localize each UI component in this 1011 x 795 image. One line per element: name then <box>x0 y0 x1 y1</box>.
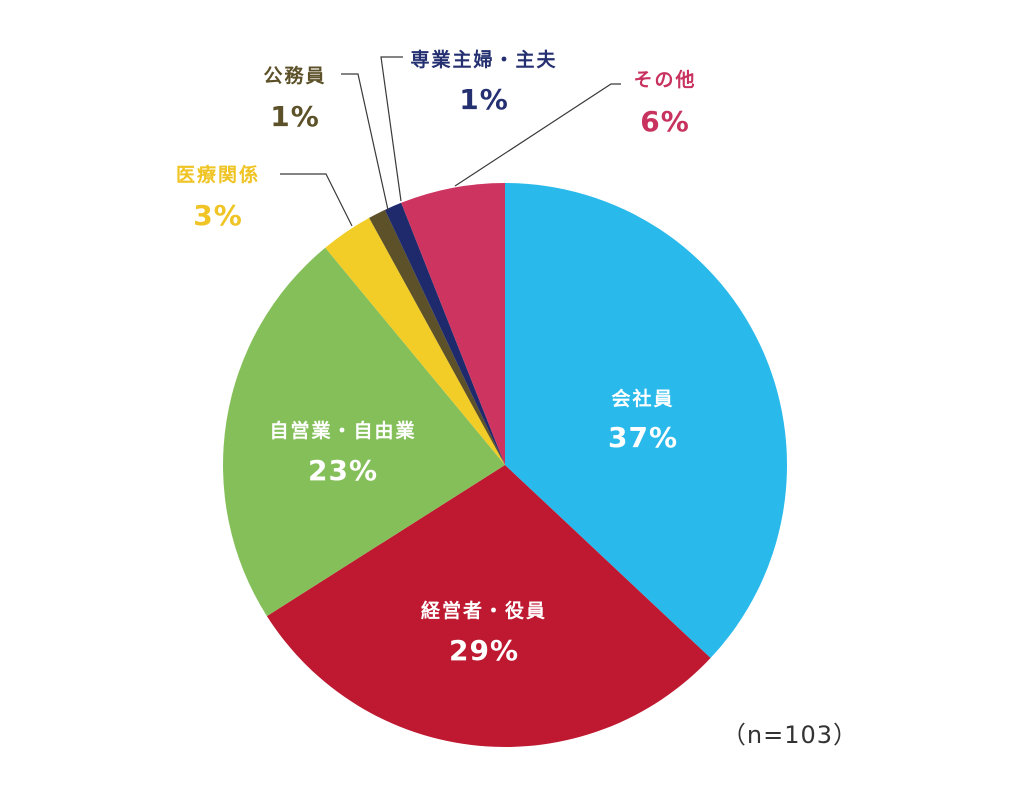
slice-value-homemaker: 1% <box>459 83 509 116</box>
slice-label-self-employed: 自営業・自由業 <box>269 419 416 442</box>
pie-slice-medical <box>325 217 505 465</box>
pie-slice-other <box>401 183 505 465</box>
sample-size-note: （n=103） <box>722 721 858 749</box>
slice-label-civil-servant: 公務員 <box>263 64 326 87</box>
pie-slice-executive <box>266 465 711 747</box>
pie-slice-civil-servant <box>369 209 505 465</box>
pie-slice-company-employee <box>505 183 787 659</box>
slice-label-medical: 医療関係 <box>176 163 260 186</box>
slice-label-homemaker: 専業主婦・主夫 <box>410 48 557 71</box>
leader-line-homemaker <box>380 56 403 202</box>
leader-line-other <box>454 83 621 187</box>
slice-value-company-employee: 37% <box>608 421 678 454</box>
slice-value-executive: 29% <box>449 634 519 667</box>
leader-line-civil-servant <box>341 73 389 211</box>
slice-label-company-employee: 会社員 <box>611 387 674 410</box>
slice-label-other: その他 <box>633 68 696 91</box>
slice-value-medical: 3% <box>193 199 243 232</box>
slice-value-self-employed: 23% <box>308 454 378 487</box>
slice-label-executive: 経営者・役員 <box>421 599 547 622</box>
pie-slice-self-employed <box>223 247 505 617</box>
slice-value-civil-servant: 1% <box>270 100 320 133</box>
pie-slice-homemaker <box>384 202 505 466</box>
leader-line-medical <box>280 173 353 227</box>
slice-value-other: 6% <box>640 105 690 138</box>
pie-slices <box>223 183 787 747</box>
